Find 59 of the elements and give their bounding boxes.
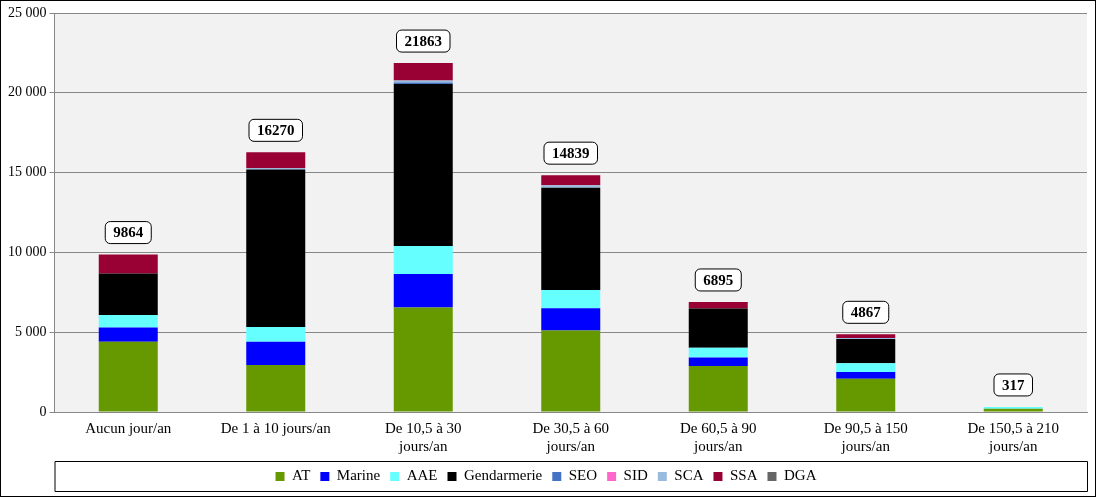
bar [541, 289, 601, 309]
x-tick-label: De 150,5 à 210 jours/an [967, 419, 1060, 454]
bar [393, 246, 453, 274]
legend-label: AAE [406, 467, 438, 484]
x-tick-label: De 10,5 à 30 jours/an [384, 419, 462, 454]
x-tick-label: De 90,5 à 150 jours/an [823, 419, 908, 454]
legend-label: SID [623, 467, 648, 484]
bar [688, 301, 748, 309]
bar [246, 364, 306, 412]
bar [98, 341, 158, 412]
total-label: 317 [1002, 376, 1025, 393]
x-tick-label: De 60,5 à 90 jours/an [679, 419, 757, 454]
bar [246, 326, 306, 342]
x-tick-label: De 1 à 10 jours/an [220, 419, 332, 436]
total-label: 21863 [404, 32, 442, 49]
y-tick-label: 0 [39, 403, 47, 419]
y-tick-label: 10 000 [8, 244, 47, 260]
bar [98, 273, 158, 315]
total-label: 4867 [850, 304, 882, 321]
bar [541, 308, 601, 331]
y-tick-label: 20 000 [8, 84, 47, 100]
bar [688, 357, 748, 367]
bar [688, 347, 748, 358]
legend-label: SEO [568, 467, 598, 484]
total-label: 14839 [552, 145, 590, 162]
legend-label: AT [292, 467, 311, 484]
bar [246, 152, 306, 168]
bar [836, 339, 896, 364]
bar [836, 363, 896, 372]
bar [393, 63, 453, 81]
bar [541, 185, 601, 188]
total-label: 16270 [257, 122, 295, 139]
total-label: 6895 [703, 271, 734, 288]
bar [541, 330, 601, 412]
x-tick-label: De 30,5 à 60 jours/an [532, 419, 610, 454]
legend-label: Marine [336, 467, 381, 484]
bar [836, 378, 896, 412]
bar [541, 175, 601, 186]
legend-label: SCA [674, 467, 704, 484]
bar [246, 341, 306, 365]
legend-label: Gendarmerie [463, 467, 543, 484]
bar [688, 366, 748, 412]
bar [98, 254, 158, 274]
bar [688, 308, 748, 348]
bar [393, 307, 453, 412]
bar [393, 84, 453, 247]
y-tick-label: 15 000 [8, 164, 47, 180]
bar [393, 273, 453, 308]
bar [836, 371, 896, 379]
y-tick-label: 5 000 [15, 323, 47, 339]
x-tick-label: Aucun jour/an [85, 419, 172, 436]
total-label: 9864 [113, 224, 144, 241]
bar [246, 169, 306, 327]
bar [98, 327, 158, 342]
bar [541, 187, 601, 290]
y-tick-label: 25 000 [8, 4, 47, 20]
bar [98, 314, 158, 328]
legend-label: DGA [783, 467, 817, 484]
legend-label: SSA [729, 467, 758, 484]
